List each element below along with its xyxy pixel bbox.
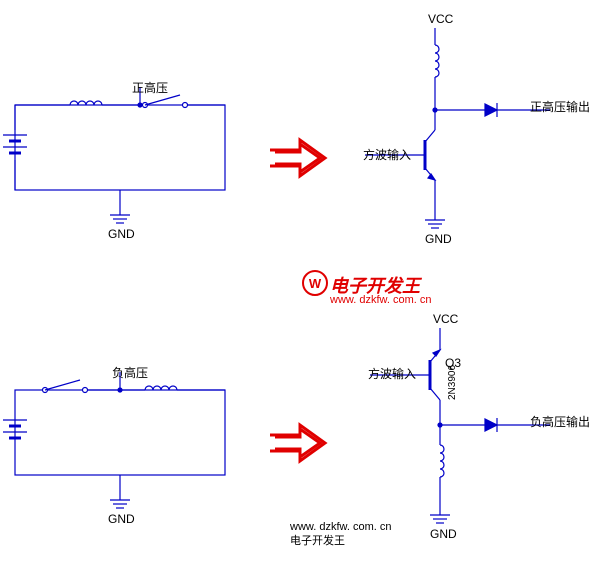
footer-block: www. dzkfw. com. cn 电子开发王: [290, 520, 391, 549]
label-pos-hv: 正高压: [132, 79, 168, 96]
circuit-1-right: [365, 28, 550, 228]
label-gnd-2r: GND: [430, 527, 457, 541]
label-neg-hv-out: 负高压输出: [530, 413, 590, 430]
label-sq-in-1: 方波输入: [363, 146, 411, 163]
svg-text:W: W: [309, 276, 322, 291]
label-gnd-2l: GND: [108, 512, 135, 526]
label-pos-hv-out: 正高压输出: [530, 98, 590, 115]
label-q3-part: 2N3906: [447, 365, 458, 400]
circuit-1-left: [3, 87, 225, 223]
arrow-2: [270, 425, 325, 461]
footer-name: 电子开发王: [290, 534, 391, 548]
circuit-2-left: [3, 372, 225, 508]
brand-url: www. dzkfw. com. cn: [330, 294, 431, 306]
arrow-1: [270, 140, 325, 176]
label-vcc-2: VCC: [433, 312, 458, 326]
label-gnd-1r: GND: [425, 232, 452, 246]
label-sq-in-2: 方波输入: [368, 365, 416, 382]
schematic-canvas: W: [0, 0, 600, 561]
label-vcc-1: VCC: [428, 12, 453, 26]
label-neg-hv: 负高压: [112, 364, 148, 381]
label-gnd-1l: GND: [108, 227, 135, 241]
footer-url: www. dzkfw. com. cn: [290, 520, 391, 534]
brand-logo-icon: W: [303, 271, 327, 295]
